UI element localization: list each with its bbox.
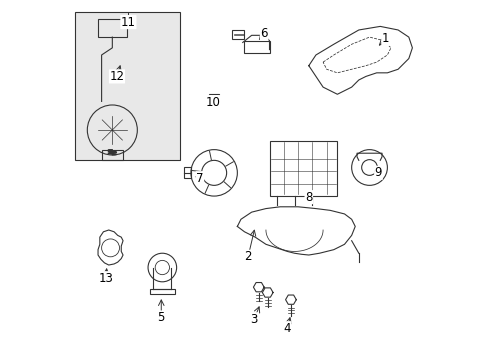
Text: 10: 10	[205, 96, 220, 109]
Text: 4: 4	[283, 322, 290, 335]
Text: 7: 7	[196, 172, 203, 185]
Text: 6: 6	[260, 27, 267, 40]
Text: 1: 1	[381, 32, 388, 45]
Text: 13: 13	[98, 272, 113, 285]
Text: 12: 12	[109, 70, 124, 83]
Bar	[75, 12, 180, 160]
Text: 3: 3	[250, 313, 257, 326]
Text: 11: 11	[121, 15, 136, 28]
Text: 9: 9	[374, 166, 382, 179]
Text: 5: 5	[157, 311, 164, 324]
Text: 2: 2	[244, 250, 251, 263]
Text: 8: 8	[305, 191, 312, 204]
